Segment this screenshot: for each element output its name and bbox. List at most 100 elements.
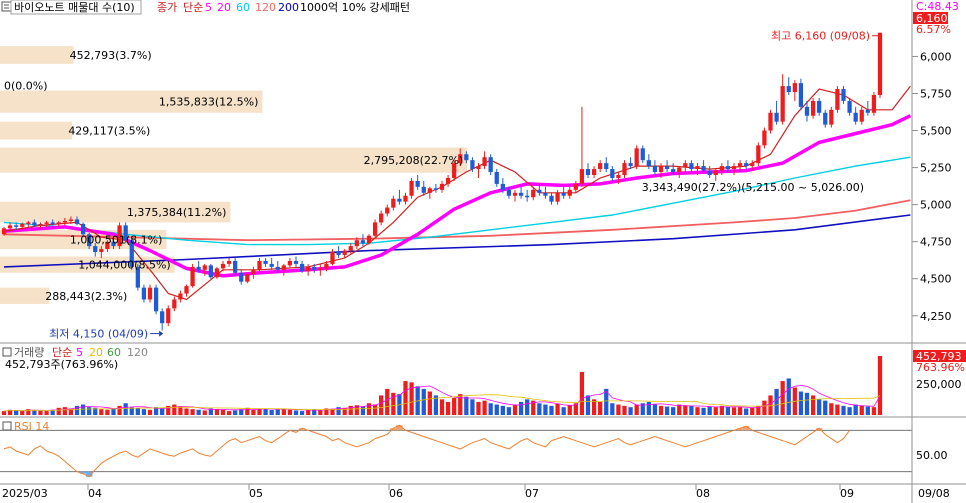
candle-body	[245, 274, 250, 282]
candle-body	[397, 198, 402, 202]
candle-body	[220, 263, 226, 269]
volume-bar	[664, 406, 670, 415]
candle-body	[62, 220, 67, 223]
candle-body	[184, 286, 189, 294]
candle-body	[287, 260, 293, 266]
volume-profile-label: 452,793(3.7%)	[70, 49, 152, 62]
volume-bar	[391, 392, 396, 415]
price-tick-label: 4,750	[920, 236, 952, 249]
volume-bar	[640, 403, 645, 415]
candle-body	[585, 169, 591, 175]
ma-period-60[interactable]: 60	[236, 1, 250, 14]
volume-bar	[269, 410, 274, 415]
title-box[interactable]	[10, 0, 142, 15]
volume-bar	[80, 404, 86, 415]
volume-current-box	[913, 350, 966, 362]
ma-period-200[interactable]: 200	[278, 1, 299, 14]
volume-bar	[214, 409, 220, 415]
candle-body	[731, 166, 737, 170]
volume-bar	[494, 404, 499, 415]
low-annotation: 최저 4,150 (04/09)	[49, 328, 148, 341]
rsi-layer	[0, 424, 912, 478]
candle-body	[421, 186, 426, 193]
volume-bar	[877, 356, 883, 415]
volume-bar	[701, 407, 706, 415]
volume-bar	[458, 394, 463, 415]
candle-body	[44, 222, 49, 224]
volume-bar	[616, 404, 621, 415]
volume-bar	[166, 405, 171, 415]
candle-body	[774, 112, 779, 122]
volume-bar	[318, 409, 323, 415]
volume-bar	[744, 408, 749, 415]
ma-period-120[interactable]: 120	[255, 1, 276, 14]
candle-body	[610, 169, 615, 178]
candle-body	[762, 130, 767, 146]
volume-bar	[835, 404, 840, 415]
volume-bar	[123, 403, 128, 415]
volume-bar	[336, 407, 341, 415]
candle-body	[324, 263, 329, 269]
candle-body	[573, 183, 578, 190]
volume-bar	[871, 407, 877, 415]
volume-profile-label: 429,117(3.5%)	[68, 125, 150, 138]
volume-ma-120[interactable]: 120	[127, 346, 148, 359]
candle-body	[105, 241, 110, 250]
volume-bar	[567, 405, 572, 415]
candle-body	[318, 268, 323, 270]
volume-ma-20[interactable]: 20	[89, 346, 103, 359]
volume-bar	[245, 407, 250, 415]
rsi-overbought-fill	[298, 425, 823, 431]
rsi-menu-icon[interactable]	[2, 421, 12, 431]
volume-bar	[427, 391, 432, 415]
volume-bar	[658, 405, 664, 415]
candle-body	[646, 160, 651, 167]
candle-body	[330, 252, 335, 264]
candle-body	[847, 100, 852, 113]
candle-body	[865, 109, 870, 113]
candle-body	[379, 213, 384, 223]
volume-profile-bar	[0, 46, 74, 64]
ma-period-20[interactable]: 20	[217, 1, 231, 14]
volume-bar	[312, 409, 317, 415]
volume-profile-label: 3,343,490(27.2%)(5,215.00 ~ 5,026.00)	[642, 181, 864, 194]
volume-menu-icon[interactable]	[2, 347, 12, 357]
candle-body	[202, 265, 207, 270]
volume-bar	[141, 409, 147, 415]
candle-body	[707, 170, 712, 175]
candle-body	[500, 183, 505, 190]
volume-ma-5[interactable]: 5	[76, 346, 83, 359]
volume-bar	[50, 409, 55, 415]
volume-bar	[488, 403, 493, 415]
volume-bar	[306, 410, 311, 415]
candle-body	[543, 192, 548, 196]
candle-body	[567, 189, 572, 196]
candle-body	[427, 188, 432, 193]
candle-body	[117, 225, 122, 247]
volume-bar	[160, 407, 165, 415]
volume-bar	[817, 399, 822, 415]
volume-ma-60[interactable]: 60	[107, 346, 121, 359]
volume-bar	[32, 410, 37, 415]
candle-body	[257, 260, 262, 270]
candle-body	[452, 163, 457, 178]
candle-body	[555, 192, 560, 202]
volume-bar	[20, 411, 25, 415]
candle-body	[476, 166, 481, 170]
candle-body	[853, 112, 858, 122]
close-label: 종가	[157, 1, 177, 14]
candle-body	[293, 260, 299, 264]
volume-bar	[731, 407, 737, 415]
volume-current-pct: 763.96%	[916, 361, 965, 374]
volume-bar	[555, 403, 560, 415]
x-label-05: 05	[249, 487, 263, 500]
candle-body	[93, 246, 98, 253]
ma-period-5[interactable]: 5	[205, 1, 212, 14]
price-axis-ticks: 6,000 5,750 5,500 5,250 5,000 4,750 4,500 4,250	[912, 50, 952, 323]
volume-bar	[147, 409, 153, 415]
candle-body	[701, 166, 706, 171]
volume-bar	[293, 410, 299, 415]
volume-profile-label: 0(0.0%)	[4, 79, 48, 92]
candle-body	[695, 166, 700, 170]
